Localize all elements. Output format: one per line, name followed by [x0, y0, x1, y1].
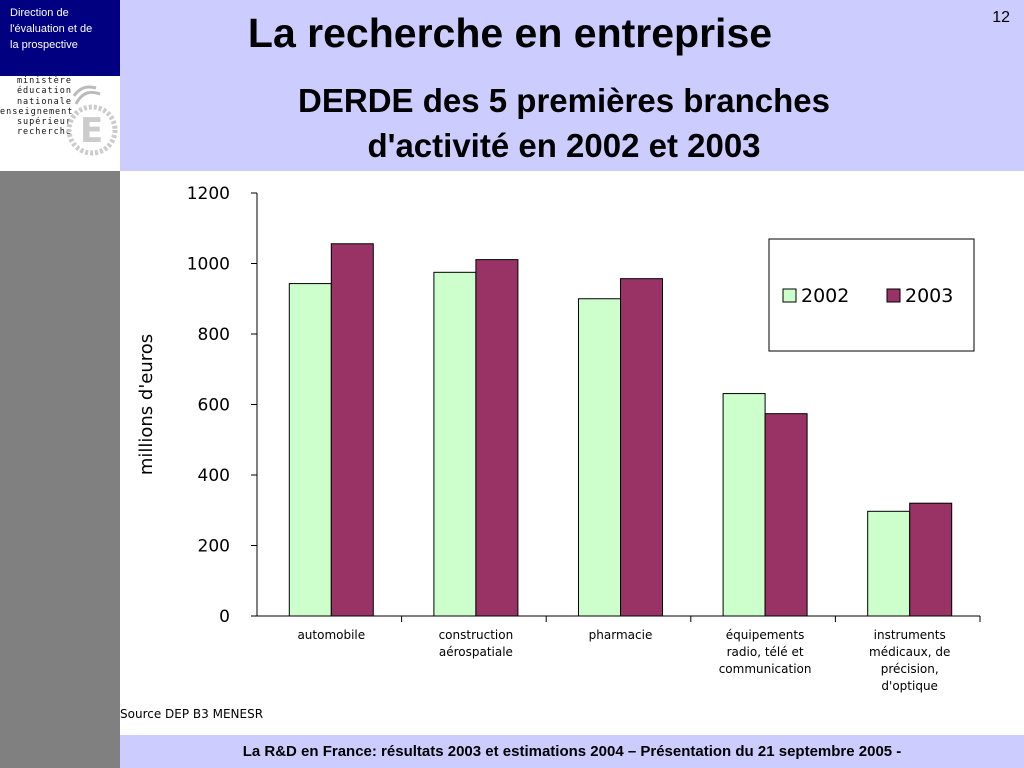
- y-tick-label: 800: [198, 325, 230, 345]
- bar-2003: [764, 413, 808, 617]
- page-title: La recherche en entreprise: [247, 10, 773, 56]
- side-bar: [0, 171, 120, 768]
- legend-swatch: [782, 288, 797, 303]
- category-label: instruments: [874, 628, 946, 642]
- header-band: Direction de l'évaluation et de la prosp…: [0, 0, 1024, 171]
- direction-box: Direction de l'évaluation et de la prosp…: [0, 0, 120, 76]
- legend-label: 2002: [801, 285, 849, 307]
- direction-line: l'évaluation et de: [10, 23, 93, 35]
- footer-text: La R&D en France: résultats 2003 et esti…: [242, 743, 902, 760]
- category-label: précision,: [881, 662, 939, 676]
- subtitle-line: DERDE des 5 premières branches: [298, 82, 830, 119]
- logo-text: ministère éducation nationale enseigneme…: [0, 76, 72, 138]
- logo-line: supérieur: [16, 117, 72, 128]
- bar-2003: [620, 278, 663, 617]
- source-note: Source DEP B3 MENESR: [120, 707, 264, 721]
- bar-2002: [288, 283, 332, 617]
- bar-2002: [433, 271, 477, 617]
- bar-2002: [578, 298, 621, 617]
- logo-line: éducation: [16, 86, 72, 97]
- bar-2003: [475, 259, 519, 617]
- marianne-e-logo-icon: E: [66, 85, 118, 156]
- ministry-logo: ministère éducation nationale enseigneme…: [0, 76, 120, 171]
- bar-2003: [330, 243, 374, 617]
- bar-2002: [722, 393, 766, 617]
- logo-line: recherche: [16, 127, 72, 138]
- legend-box: [768, 238, 975, 352]
- bar-chart: 0 200 400 600 800 1000 1200 millions d'euros aut…: [136, 184, 981, 693]
- category-label: aérospatiale: [439, 645, 513, 659]
- page-number: 12: [992, 9, 1010, 26]
- direction-line: la prospective: [10, 39, 78, 51]
- bar-2002: [867, 510, 911, 617]
- y-tick-label: 200: [198, 537, 230, 557]
- category-label: radio, télé et: [727, 645, 804, 659]
- logo-line: ministère: [16, 76, 72, 86]
- category-label: communication: [719, 662, 812, 676]
- bar-2003: [909, 502, 953, 617]
- y-axis-label: millions d'euros: [136, 334, 157, 475]
- category-label: d'optique: [881, 679, 938, 693]
- category-label: construction: [439, 628, 514, 642]
- logo-line: enseignement: [0, 106, 74, 117]
- y-tick-label: 600: [198, 396, 230, 416]
- y-tick-label: 1000: [187, 255, 230, 275]
- legend-swatch: [886, 288, 901, 303]
- y-tick-label: 1200: [187, 184, 230, 204]
- category-label: équipements: [726, 628, 805, 642]
- direction-line: Direction de: [10, 7, 69, 19]
- category-label: automobile: [297, 628, 365, 642]
- footer-band: La R&D en France: résultats 2003 et esti…: [120, 735, 1024, 768]
- subtitle-line: d'activité en 2002 et 2003: [367, 127, 761, 164]
- logo-line: nationale: [16, 96, 72, 107]
- category-label: médicaux, de: [869, 645, 950, 659]
- legend-label: 2003: [905, 285, 953, 307]
- page-subtitle: DERDE des 5 premières branches d'activit…: [204, 78, 924, 168]
- y-tick-label: 0: [219, 607, 230, 627]
- svg-text:E: E: [80, 111, 103, 151]
- category-label: pharmacie: [589, 628, 653, 642]
- y-tick-label: 400: [198, 466, 230, 486]
